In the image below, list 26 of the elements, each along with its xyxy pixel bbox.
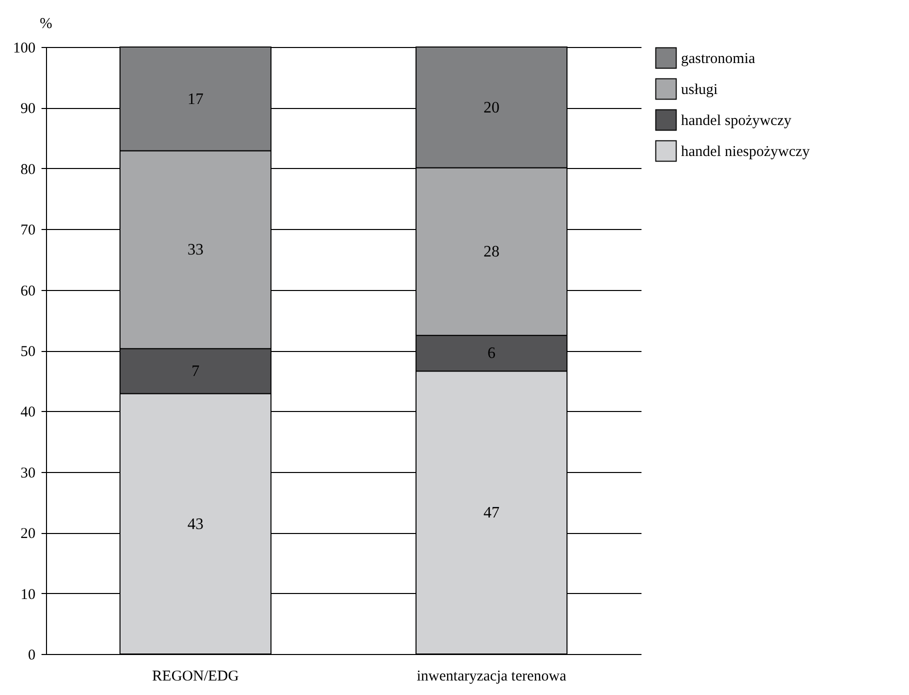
data-label: 47 xyxy=(484,504,500,522)
y-tick-label: 30 xyxy=(20,465,36,482)
data-label: 17 xyxy=(187,90,204,108)
data-label: 33 xyxy=(187,242,204,259)
legend-label: gastronomia xyxy=(681,51,756,67)
x-tick-label: inwentaryzacja terenowa xyxy=(416,668,567,684)
y-tick-label: 100 xyxy=(13,40,36,56)
x-tick-label: REGON/EDG xyxy=(152,668,239,684)
legend-label: usługi xyxy=(681,82,718,98)
y-tick-label: 70 xyxy=(20,222,36,239)
data-label: 43 xyxy=(187,516,204,533)
legend-label: handel niespożywczy xyxy=(681,144,810,160)
y-tick-label: 10 xyxy=(20,586,36,603)
y-tick-label: 50 xyxy=(20,344,36,360)
y-axis-title: % xyxy=(40,16,52,32)
y-tick-label: 90 xyxy=(20,101,36,118)
legend-label: handel spożywczy xyxy=(681,113,792,129)
y-tick-label: 60 xyxy=(20,283,36,300)
data-label: 6 xyxy=(488,345,496,362)
data-label: 20 xyxy=(484,99,500,116)
y-tick-label: 0 xyxy=(28,648,36,664)
y-tick-label: 20 xyxy=(20,526,36,542)
y-tick-label: 80 xyxy=(20,162,36,178)
y-tick-label: 40 xyxy=(20,404,36,421)
data-label: 7 xyxy=(191,363,200,380)
data-label: 28 xyxy=(484,244,500,261)
